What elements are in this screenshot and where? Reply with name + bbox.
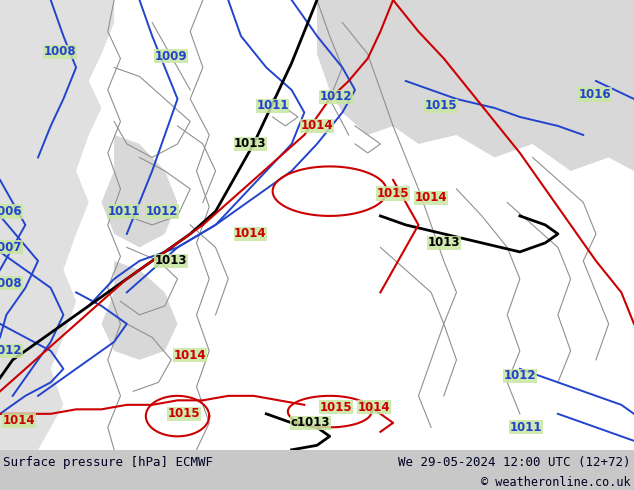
Text: 1012: 1012 [503, 369, 536, 382]
Text: 1009: 1009 [155, 49, 188, 63]
Text: c1013: c1013 [291, 416, 330, 429]
Text: © weatheronline.co.uk: © weatheronline.co.uk [481, 476, 631, 490]
Text: 1008: 1008 [44, 45, 77, 58]
Text: 1015: 1015 [424, 99, 457, 112]
Text: 1015: 1015 [377, 187, 410, 200]
Text: 1015: 1015 [167, 407, 200, 420]
Text: We 29-05-2024 12:00 UTC (12+72): We 29-05-2024 12:00 UTC (12+72) [398, 456, 631, 469]
Text: 1006: 1006 [0, 205, 23, 218]
Text: 1013: 1013 [234, 137, 267, 150]
Text: Surface pressure [hPa] ECMWF: Surface pressure [hPa] ECMWF [3, 456, 213, 469]
Text: 1011: 1011 [510, 421, 543, 434]
Text: 1008: 1008 [0, 277, 23, 290]
Text: 1013: 1013 [155, 254, 188, 268]
Text: 1014: 1014 [301, 120, 333, 132]
Polygon shape [317, 0, 634, 171]
Polygon shape [101, 261, 178, 360]
Text: 1011: 1011 [256, 99, 289, 112]
Text: 1012: 1012 [320, 90, 353, 103]
Text: 1014: 1014 [234, 227, 267, 241]
Text: 1013: 1013 [427, 236, 460, 249]
Polygon shape [0, 0, 114, 450]
Text: 1012: 1012 [0, 344, 23, 357]
Text: 1012: 1012 [145, 205, 178, 218]
Text: 1014: 1014 [174, 349, 207, 362]
Text: 1014: 1014 [3, 414, 36, 427]
Text: 1014: 1014 [415, 192, 448, 204]
Text: 1015: 1015 [320, 401, 353, 414]
Text: 1016: 1016 [578, 88, 611, 101]
Text: 1014: 1014 [358, 401, 391, 414]
Polygon shape [101, 135, 178, 247]
Text: 1007: 1007 [0, 241, 23, 254]
Text: 1011: 1011 [107, 205, 140, 218]
